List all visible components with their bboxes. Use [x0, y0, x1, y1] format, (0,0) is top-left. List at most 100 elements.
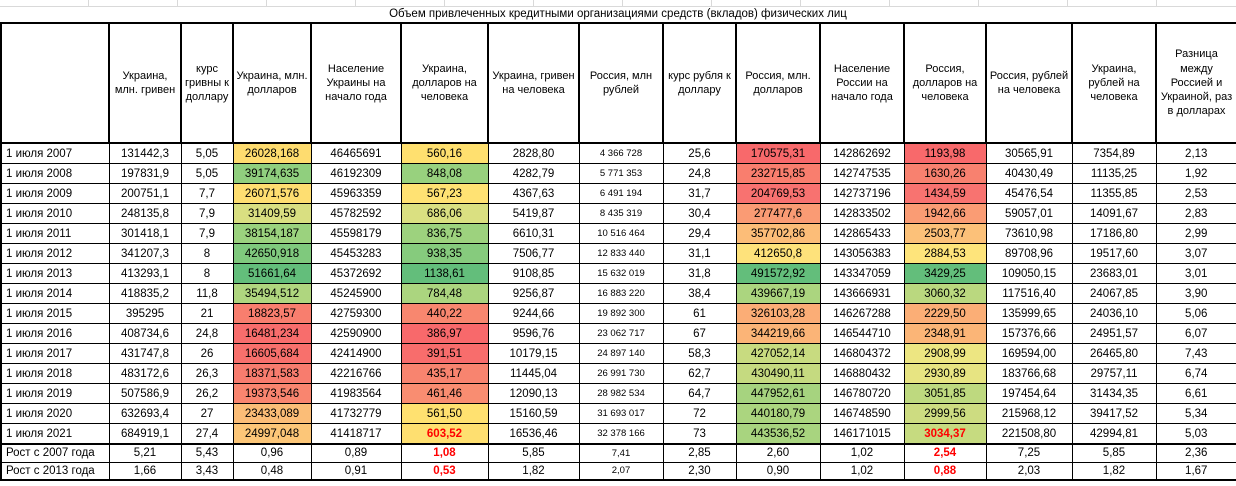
cell-ua-usd-per-capita[interactable]: 784,48 — [400, 283, 489, 304]
cell-ua-usd-mln[interactable]: 0,48 — [232, 461, 312, 481]
cell-ru-usd-per-capita[interactable]: 1193,98 — [903, 142, 987, 164]
cell-rub-usd-rate[interactable]: 31,1 — [662, 243, 737, 264]
column-header-ru-rub-mln[interactable]: Россия, млн рублей — [578, 22, 664, 144]
cell-rub-usd-rate[interactable]: 61 — [662, 303, 737, 324]
cell-rub-usd-rate[interactable]: 25,6 — [662, 142, 737, 164]
row-label[interactable]: 1 июля 2017 — [0, 343, 110, 364]
column-header-ru-rub-per-capita[interactable]: Россия, рублей на человека — [985, 22, 1073, 144]
cell-ua-usd-mln[interactable]: 19373,546 — [232, 383, 312, 404]
cell-rub-usd-rate[interactable]: 29,4 — [662, 223, 737, 244]
cell-ua-uah-per-capita[interactable]: 4282,79 — [487, 163, 580, 184]
cell-ua-uah-per-capita[interactable]: 4367,63 — [487, 183, 580, 204]
cell-ua-rub-per-capita[interactable]: 24951,57 — [1071, 323, 1157, 344]
column-header-ua-usd-mln[interactable]: Украина, млн. долларов — [232, 22, 312, 144]
row-label[interactable]: 1 июля 2018 — [0, 363, 110, 384]
cell-ru-usd-mln[interactable]: 430490,11 — [735, 363, 821, 384]
cell-uah-usd-rate[interactable]: 5,05 — [180, 163, 234, 184]
column-header-ua-uah-mln[interactable]: Украина, млн. гривен — [108, 22, 182, 144]
cell-ru-rub-per-capita[interactable]: 157376,66 — [985, 323, 1073, 344]
cell-ua-uah-per-capita[interactable]: 11445,04 — [487, 363, 580, 384]
cell-uah-usd-rate[interactable]: 5,05 — [180, 142, 234, 164]
cell-uah-usd-rate[interactable]: 26 — [180, 343, 234, 364]
cell-ua-usd-per-capita[interactable]: 938,35 — [400, 243, 489, 264]
cell-ru-usd-per-capita[interactable]: 2930,89 — [903, 363, 987, 384]
cell-ru-rub-mln[interactable]: 2,07 — [578, 461, 664, 481]
cell-ua-rub-per-capita[interactable]: 23683,01 — [1071, 263, 1157, 284]
cell-ua-population[interactable]: 41983564 — [310, 383, 402, 404]
cell-ru-rub-mln[interactable]: 6 491 194 — [578, 183, 664, 204]
column-header-ru-usd-per-capita[interactable]: Россия, долларов на человека — [903, 22, 987, 144]
cell-ua-usd-mln[interactable]: 18823,57 — [232, 303, 312, 324]
cell-ru-population[interactable]: 142865433 — [819, 223, 905, 244]
cell-ua-uah-mln[interactable]: 684919,1 — [108, 423, 182, 445]
cell-ru-rub-mln[interactable]: 10 516 464 — [578, 223, 664, 244]
cell-ru-usd-per-capita[interactable]: 2908,99 — [903, 343, 987, 364]
column-header-rub-usd-rate[interactable]: курс рубля к доллару — [662, 22, 737, 144]
cell-ru-population[interactable]: 146780720 — [819, 383, 905, 404]
corner-cell[interactable] — [0, 22, 110, 144]
cell-ru-rub-mln[interactable]: 26 991 730 — [578, 363, 664, 384]
table-title[interactable]: Объем привлеченных кредитными организаци… — [0, 6, 1236, 22]
cell-ru-rub-mln[interactable]: 4 366 728 — [578, 142, 664, 164]
cell-ru-rub-mln[interactable]: 28 982 534 — [578, 383, 664, 404]
cell-uah-usd-rate[interactable]: 24,8 — [180, 323, 234, 344]
cell-ua-uah-mln[interactable]: 248135,8 — [108, 203, 182, 224]
cell-ru-rub-per-capita[interactable]: 117516,40 — [985, 283, 1073, 304]
cell-uah-usd-rate[interactable]: 11,8 — [180, 283, 234, 304]
cell-ru-usd-mln[interactable]: 427052,14 — [735, 343, 821, 364]
cell-diff-ru-ua[interactable]: 3,90 — [1155, 283, 1236, 304]
cell-ua-usd-mln[interactable]: 16605,684 — [232, 343, 312, 364]
cell-rub-usd-rate[interactable]: 2,85 — [662, 443, 737, 463]
cell-uah-usd-rate[interactable]: 7,9 — [180, 203, 234, 224]
cell-ua-population[interactable]: 45598179 — [310, 223, 402, 244]
cell-ua-usd-per-capita[interactable]: 440,22 — [400, 303, 489, 324]
cell-ua-usd-mln[interactable]: 0,96 — [232, 443, 312, 463]
cell-rub-usd-rate[interactable]: 31,8 — [662, 263, 737, 284]
cell-ua-population[interactable]: 41418717 — [310, 423, 402, 445]
cell-diff-ru-ua[interactable]: 6,07 — [1155, 323, 1236, 344]
cell-ua-uah-per-capita[interactable]: 15160,59 — [487, 403, 580, 424]
column-header-ru-population[interactable]: Население России на начало года — [819, 22, 905, 144]
cell-diff-ru-ua[interactable]: 5,06 — [1155, 303, 1236, 324]
cell-ru-population[interactable]: 1,02 — [819, 461, 905, 481]
cell-diff-ru-ua[interactable]: 6,74 — [1155, 363, 1236, 384]
cell-ua-uah-per-capita[interactable]: 2828,80 — [487, 142, 580, 164]
cell-ua-usd-per-capita[interactable]: 836,75 — [400, 223, 489, 244]
column-header-diff-ru-ua[interactable]: Разница между Россией и Украиной, раз в … — [1155, 22, 1236, 144]
cell-ru-rub-mln[interactable]: 7,41 — [578, 443, 664, 463]
cell-ru-usd-per-capita[interactable]: 3051,85 — [903, 383, 987, 404]
cell-rub-usd-rate[interactable]: 58,3 — [662, 343, 737, 364]
cell-ua-uah-mln[interactable]: 200751,1 — [108, 183, 182, 204]
cell-uah-usd-rate[interactable]: 21 — [180, 303, 234, 324]
cell-ua-usd-mln[interactable]: 38154,187 — [232, 223, 312, 244]
cell-ru-rub-per-capita[interactable]: 109050,15 — [985, 263, 1073, 284]
row-label[interactable]: 1 июля 2019 — [0, 383, 110, 404]
cell-diff-ru-ua[interactable]: 1,92 — [1155, 163, 1236, 184]
cell-ua-rub-per-capita[interactable]: 14091,67 — [1071, 203, 1157, 224]
cell-ua-rub-per-capita[interactable]: 11135,25 — [1071, 163, 1157, 184]
cell-ru-population[interactable]: 146748590 — [819, 403, 905, 424]
row-label[interactable]: 1 июля 2011 — [0, 223, 110, 244]
cell-rub-usd-rate[interactable]: 72 — [662, 403, 737, 424]
cell-ru-rub-per-capita[interactable]: 89708,96 — [985, 243, 1073, 264]
cell-ru-usd-mln[interactable]: 232715,85 — [735, 163, 821, 184]
cell-ua-usd-per-capita[interactable]: 391,51 — [400, 343, 489, 364]
cell-ua-uah-per-capita[interactable]: 9256,87 — [487, 283, 580, 304]
cell-ru-rub-per-capita[interactable]: 73610,98 — [985, 223, 1073, 244]
cell-diff-ru-ua[interactable]: 2,36 — [1155, 443, 1236, 463]
cell-ua-uah-mln[interactable]: 507586,9 — [108, 383, 182, 404]
cell-ua-population[interactable]: 42590900 — [310, 323, 402, 344]
cell-ua-usd-mln[interactable]: 42650,918 — [232, 243, 312, 264]
cell-ru-usd-mln[interactable]: 0,90 — [735, 461, 821, 481]
cell-ua-uah-per-capita[interactable]: 12090,13 — [487, 383, 580, 404]
cell-ru-population[interactable]: 142833502 — [819, 203, 905, 224]
cell-ru-rub-per-capita[interactable]: 135999,65 — [985, 303, 1073, 324]
cell-ua-uah-mln[interactable]: 431747,8 — [108, 343, 182, 364]
cell-rub-usd-rate[interactable]: 24,8 — [662, 163, 737, 184]
cell-uah-usd-rate[interactable]: 8 — [180, 263, 234, 284]
cell-ua-uah-per-capita[interactable]: 9244,66 — [487, 303, 580, 324]
cell-ru-rub-mln[interactable]: 15 632 019 — [578, 263, 664, 284]
cell-ru-usd-per-capita[interactable]: 2503,77 — [903, 223, 987, 244]
cell-ru-rub-per-capita[interactable]: 169594,00 — [985, 343, 1073, 364]
cell-uah-usd-rate[interactable]: 27 — [180, 403, 234, 424]
